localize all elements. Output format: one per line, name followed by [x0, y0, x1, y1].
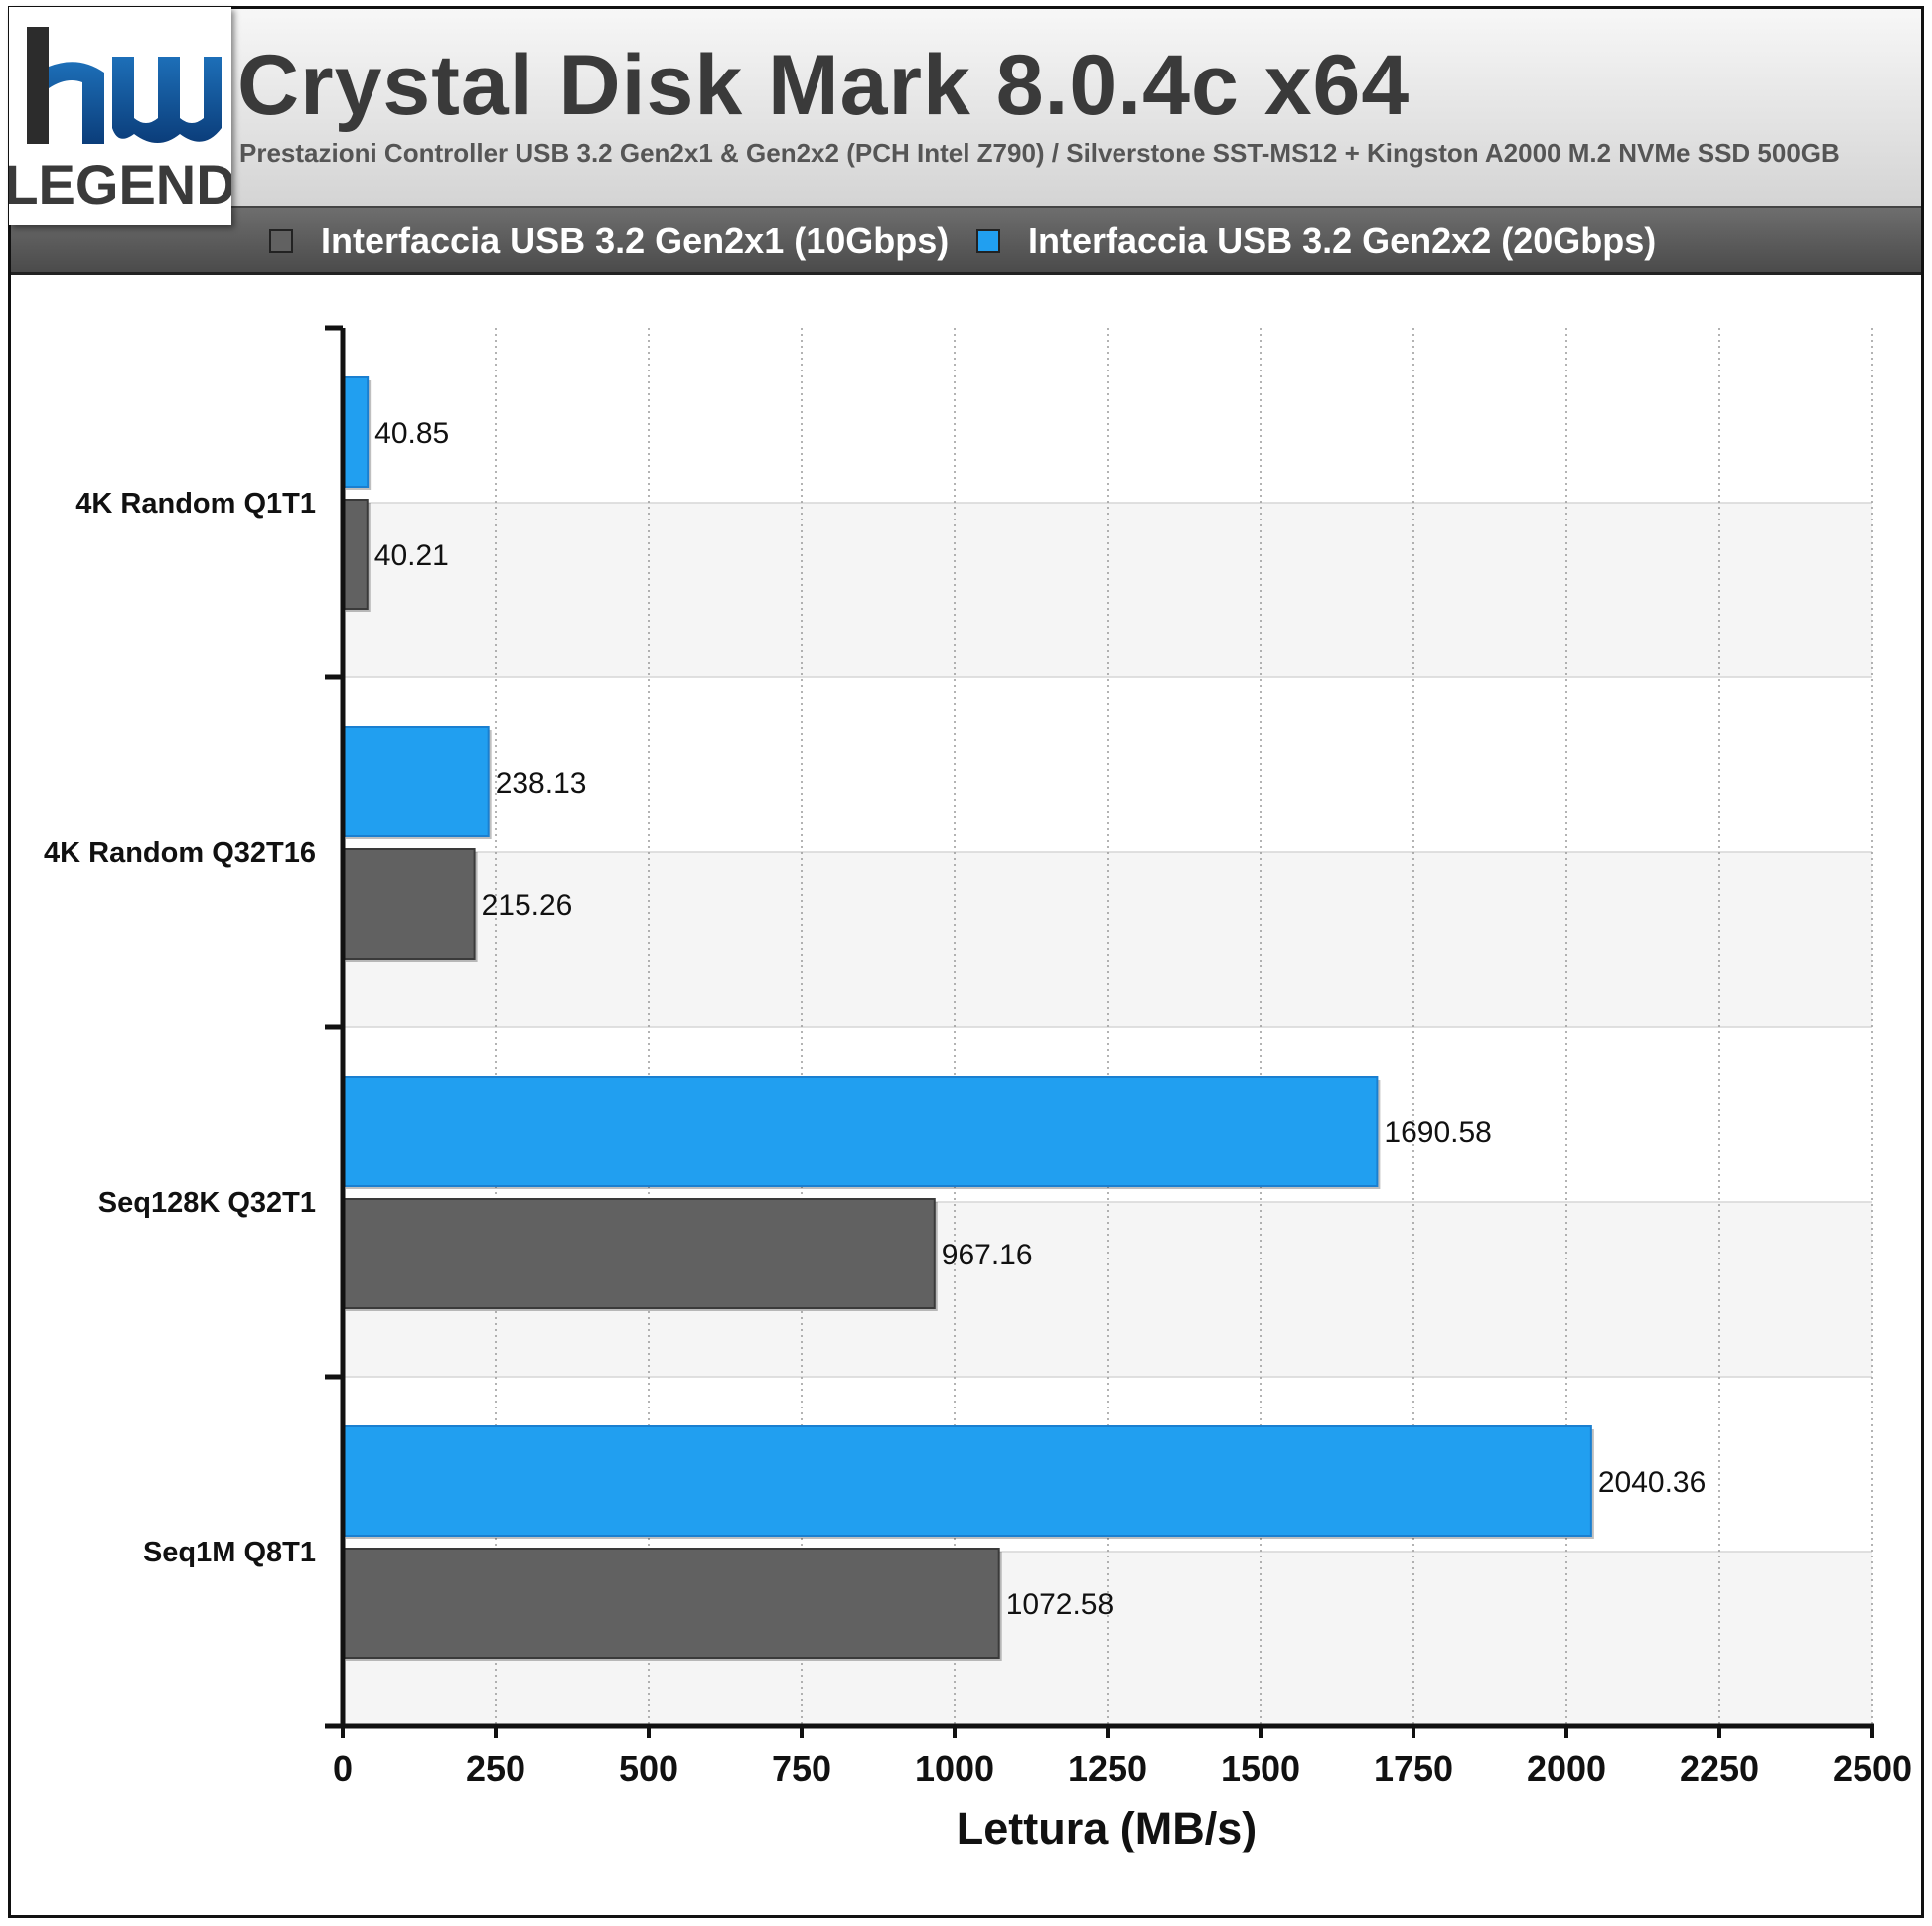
x-tick-label: 250 [466, 1748, 525, 1789]
x-tick-label: 2250 [1680, 1748, 1759, 1789]
value-label-gen2x1: 967.16 [942, 1239, 1033, 1271]
value-label-gen2x2: 238.13 [496, 767, 587, 800]
x-tick-label: 750 [772, 1748, 831, 1789]
bar-gen2x1 [342, 848, 476, 960]
legend-item-gen2x1: Interfaccia USB 3.2 Gen2x1 (10Gbps) [269, 221, 950, 261]
bars [342, 376, 1594, 1661]
x-axis-title: Lettura (MB/s) [957, 1803, 1258, 1853]
x-tick-label: 2500 [1833, 1748, 1912, 1789]
legend-swatch-gen2x1 [269, 229, 293, 253]
x-tick-label: 1000 [915, 1748, 994, 1789]
gridlines [495, 328, 1873, 1726]
header-bar: Crystal Disk Mark 8.0.4c x64 Prestazioni… [11, 9, 1921, 208]
logo-mark-icon: LEGEND [4, 27, 236, 216]
value-label-gen2x1: 1072.58 [1006, 1588, 1114, 1621]
axes [325, 325, 1874, 1738]
category-label: 4K Random Q1T1 [75, 488, 316, 519]
value-label-gen2x2: 40.85 [374, 417, 449, 450]
legend-swatch-gen2x2 [976, 229, 1000, 253]
value-label-gen2x2: 2040.36 [1598, 1466, 1706, 1499]
bar-gen2x2 [342, 1076, 1379, 1187]
x-tick-label: 0 [333, 1748, 353, 1789]
row-band [343, 852, 1872, 1027]
legend-label-gen2x1: Interfaccia USB 3.2 Gen2x1 (10Gbps) [321, 221, 950, 261]
bar-gen2x2 [342, 726, 490, 837]
bar-gen2x2 [342, 376, 370, 488]
category-label: 4K Random Q32T16 [44, 837, 316, 869]
hwlegend-logo: LEGEND [4, 7, 236, 225]
bar-gen2x1 [342, 1198, 936, 1309]
value-label-gen2x2: 1690.58 [1384, 1116, 1491, 1149]
bar-gen2x2 [342, 1425, 1592, 1537]
labels: 0 250 500 750 1000 1250 1500 1750 2000 2250 2500 40… [44, 417, 1912, 1789]
chart-title: Crystal Disk Mark 8.0.4c x64 [237, 38, 1411, 133]
x-tick-label: 1500 [1221, 1748, 1300, 1789]
value-label-gen2x1: 40.21 [374, 539, 449, 572]
logo-text: LEGEND [9, 153, 231, 216]
legend-label-gen2x2: Interfaccia USB 3.2 Gen2x2 (20Gbps) [1028, 221, 1657, 261]
bar-gen2x1 [342, 499, 369, 610]
value-label-gen2x1: 215.26 [482, 889, 573, 922]
category-label: Seq128K Q32T1 [98, 1187, 316, 1219]
chart-subtitle: Prestazioni Controller USB 3.2 Gen2x1 & … [239, 138, 1840, 168]
x-tick-label: 2000 [1527, 1748, 1606, 1789]
x-tick-label: 500 [619, 1748, 678, 1789]
x-tick-label: 1250 [1068, 1748, 1147, 1789]
category-label: Seq1M Q8T1 [143, 1537, 316, 1568]
legend-bar: Interfaccia USB 3.2 Gen2x1 (10Gbps) Inte… [11, 208, 1921, 275]
bar-gen2x1 [342, 1548, 1000, 1659]
legend-item-gen2x2: Interfaccia USB 3.2 Gen2x2 (20Gbps) [976, 221, 1657, 261]
x-tick-label: 1750 [1374, 1748, 1453, 1789]
